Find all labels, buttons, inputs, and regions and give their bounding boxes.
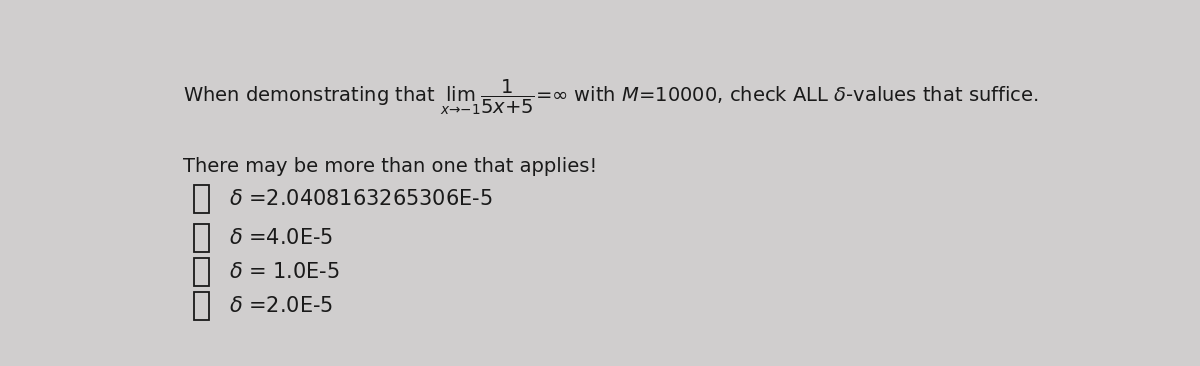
Text: $\delta$ = 1.0E-5: $\delta$ = 1.0E-5 [229, 262, 340, 282]
Text: $\delta$ =4.0E-5: $\delta$ =4.0E-5 [229, 228, 334, 249]
Text: There may be more than one that applies!: There may be more than one that applies! [182, 157, 596, 176]
Text: $\delta$ =2.0E-5: $\delta$ =2.0E-5 [229, 296, 334, 316]
Bar [193, 258, 209, 286]
Text: $\delta$ =2.0408163265306E-5: $\delta$ =2.0408163265306E-5 [229, 189, 493, 209]
Bar [193, 292, 209, 320]
Bar [193, 224, 209, 253]
Bar [193, 185, 209, 213]
Text: When demonstrating that $\lim_{x \rightarrow -1} \dfrac{1}{5x+5}= \infty$ with $: When demonstrating that $\lim_{x \righta… [182, 78, 1038, 117]
